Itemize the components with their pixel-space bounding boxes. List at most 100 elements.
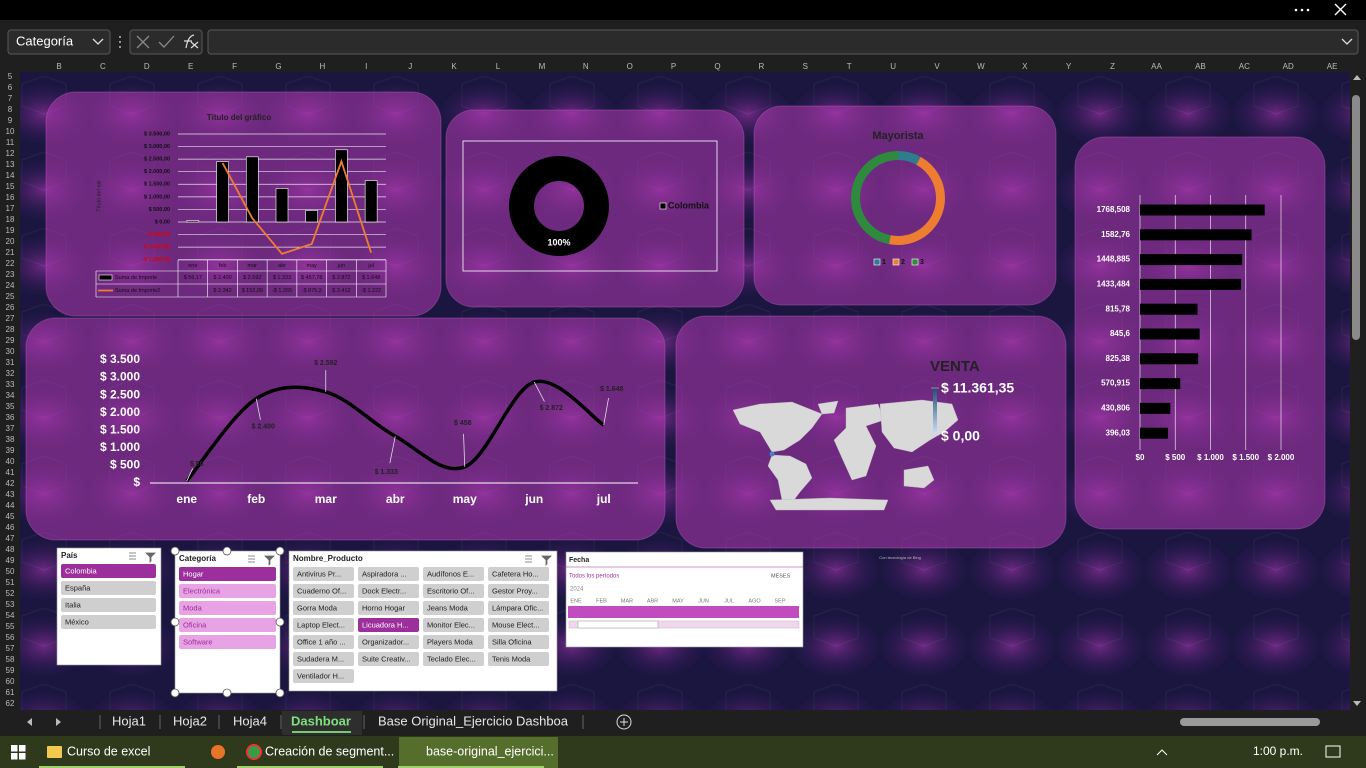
slicer-item-label[interactable]: Moda [183, 603, 203, 612]
sheet-tab[interactable]: Hoja4 [233, 713, 267, 728]
slicer-item[interactable] [293, 635, 354, 649]
slicer-item-label[interactable]: Players Moda [427, 637, 474, 646]
slicer-item-label[interactable]: Colombia [65, 566, 98, 575]
more-icon[interactable] [1294, 8, 1310, 12]
slicer-item[interactable] [293, 669, 354, 683]
slicer-item-label[interactable]: Teclado Elec... [427, 654, 476, 663]
slicer-item[interactable] [61, 581, 156, 595]
slicer-item[interactable] [488, 584, 549, 598]
slicer-item[interactable] [293, 652, 354, 666]
firefox-icon[interactable] [211, 745, 225, 759]
slicer-item[interactable] [488, 601, 549, 615]
timeline-bar[interactable] [568, 606, 799, 618]
slicer-item[interactable] [179, 635, 276, 649]
slicer-icons[interactable] [525, 555, 552, 566]
name-box-text[interactable]: Categoría [16, 33, 74, 48]
add-sheet[interactable] [616, 714, 632, 730]
sheet-tab[interactable]: Hoja2 [173, 713, 207, 728]
slicer-item-label[interactable]: Cafetera Ho... [492, 569, 539, 578]
selection-handle[interactable] [222, 688, 232, 698]
slicer-item-label[interactable]: Software [183, 637, 213, 646]
close-icon[interactable] [1334, 3, 1347, 16]
active-app[interactable] [399, 737, 558, 768]
slicer-icons[interactable] [248, 555, 275, 566]
slicer-item[interactable] [358, 652, 419, 666]
sheet-tab[interactable]: Dashboar [291, 713, 351, 728]
slicer-item[interactable] [358, 635, 419, 649]
slicer-item[interactable] [179, 567, 276, 581]
name-box[interactable] [7, 29, 111, 55]
slicer-item-label[interactable]: Laptop Elect... [297, 620, 345, 629]
selection-handle[interactable] [222, 546, 232, 556]
slicer-item-label[interactable]: Jeans Moda [427, 603, 469, 612]
slicer-item[interactable] [293, 618, 354, 632]
slicer-item-label[interactable]: Electrónica [183, 586, 221, 595]
slicer-item[interactable] [61, 615, 156, 629]
slicer-item[interactable] [488, 618, 549, 632]
slicer-item-label[interactable]: Monitor Elec... [427, 620, 475, 629]
slicer-item-label[interactable]: Cuaderno Of... [297, 586, 346, 595]
slicer-item-label[interactable]: México [65, 617, 89, 626]
expand-icon[interactable] [1341, 38, 1353, 45]
slicer-item[interactable] [293, 601, 354, 615]
slicer-item[interactable] [423, 618, 484, 632]
clock[interactable]: 1:00 p.m. [1253, 744, 1303, 758]
slicer-item-label[interactable]: Organizador... [362, 637, 409, 646]
slicer-item-label[interactable]: Silla Oficina [492, 637, 532, 646]
slicer-item-label[interactable]: Licuadora H... [362, 620, 409, 629]
selection-handle[interactable] [275, 688, 285, 698]
selection-handle[interactable] [170, 688, 180, 698]
slicer-item[interactable] [488, 567, 549, 581]
selection-handle[interactable] [170, 546, 180, 556]
slicer-item[interactable] [61, 598, 156, 612]
notification-icon[interactable] [1325, 745, 1341, 758]
slicer-item[interactable] [179, 584, 276, 598]
slicer-item-label[interactable]: Audífonos E... [427, 569, 474, 578]
start-button[interactable] [11, 745, 26, 760]
slicer-item-label[interactable]: Office 1 año ... [297, 637, 346, 646]
slicer-item[interactable] [488, 652, 549, 666]
slicer-item-label[interactable]: Antivirus Pr... [297, 569, 341, 578]
taskbar-item[interactable]: Curso de excel [67, 744, 150, 758]
slicer-item-label[interactable]: Suite Creativ... [362, 654, 411, 663]
enter-icon[interactable] [158, 35, 175, 48]
selection-handle[interactable] [275, 546, 285, 556]
slicer-item[interactable] [358, 601, 419, 615]
timeline-level[interactable]: MESES [771, 573, 791, 579]
slicer-item[interactable] [61, 564, 156, 578]
slicer-item-label[interactable]: Ventilador H... [297, 671, 344, 680]
slicer-item-label[interactable]: Escritorio Of... [427, 586, 475, 595]
sheet-tab[interactable]: Base Original_Ejercicio Dashboa [378, 713, 569, 728]
slicer-item-label[interactable]: España [65, 583, 91, 592]
formula-input[interactable] [207, 29, 1359, 55]
add-sheet-plus[interactable] [620, 718, 628, 726]
slicer-item[interactable] [179, 601, 276, 615]
fx-icon[interactable] [184, 34, 199, 49]
slicer-item[interactable] [423, 601, 484, 615]
selection-handle[interactable] [170, 617, 180, 627]
slicer-item-label[interactable]: Hogar [183, 569, 204, 578]
slicer-item[interactable] [293, 567, 354, 581]
slicer-item-label[interactable]: Mouse Elect... [492, 620, 540, 629]
slicer-item-label[interactable]: Italia [65, 600, 82, 609]
slicer-item-label[interactable]: Aspiradora ... [362, 569, 407, 578]
taskbar-item[interactable]: base-original_ejercici... [426, 744, 554, 758]
slicer-item[interactable] [423, 635, 484, 649]
slicer-item[interactable] [358, 618, 419, 632]
scroll-thumb[interactable] [1352, 95, 1360, 340]
slicer-item-label[interactable]: Horno Hogar [362, 603, 405, 612]
horizontal-scroll-thumb[interactable] [1180, 718, 1320, 726]
tray-arrow[interactable] [1156, 749, 1168, 756]
taskbar-item[interactable]: Creación de segment... [265, 744, 394, 758]
cancel-icon[interactable] [136, 35, 150, 49]
slicer-item-label[interactable]: Dock Electr... [362, 586, 406, 595]
slicer-item[interactable] [293, 584, 354, 598]
slicer-item-label[interactable]: Sudadera M... [297, 654, 344, 663]
timeline-scroll[interactable] [568, 620, 800, 629]
name-box-arrow[interactable] [92, 38, 104, 45]
slicer-item[interactable] [423, 567, 484, 581]
slicer-item-label[interactable]: Gestor Proy... [492, 586, 538, 595]
slicer-item-label[interactable]: Oficina [183, 620, 207, 629]
slicer-item-label[interactable]: Lámpara Ofic... [492, 603, 543, 612]
slicer-item[interactable] [358, 567, 419, 581]
